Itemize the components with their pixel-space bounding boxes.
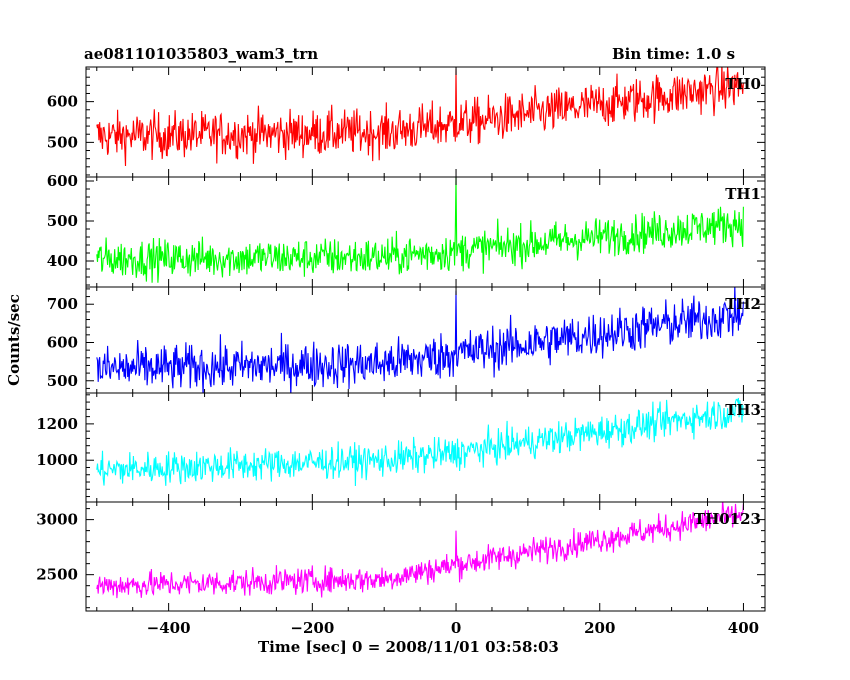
y-tick-label: 3000 xyxy=(36,511,78,529)
series-th0123 xyxy=(96,502,744,599)
panel-frame xyxy=(85,286,766,394)
y-tick-label: 1000 xyxy=(36,451,78,469)
panel-th2: 500 600 700 TH2 xyxy=(47,286,766,394)
panel-frame xyxy=(85,501,766,612)
panel-th0123: 2500 3000 TH0123 xyxy=(36,501,766,612)
x-tick-label: 400 xyxy=(728,619,759,637)
series-th2 xyxy=(96,287,744,393)
panel-label: TH1 xyxy=(725,185,761,203)
panel-label: TH2 xyxy=(725,295,761,313)
x-axis-title: Time [sec] 0 = 2008/11/01 03:58:03 xyxy=(258,638,559,656)
y-tick-label: 600 xyxy=(47,172,78,190)
bin-time-label: Bin time: 1.0 s xyxy=(612,45,736,63)
panel-label: TH3 xyxy=(725,401,761,419)
panel-th0: 500 600 TH0 xyxy=(47,66,766,178)
x-tick-label: −200 xyxy=(290,619,334,637)
y-tick-label: 400 xyxy=(47,252,78,270)
series-th0 xyxy=(96,67,744,167)
y-tick-label: 2500 xyxy=(36,566,78,584)
y-tick-label: 600 xyxy=(47,93,78,111)
y-tick-label: 500 xyxy=(47,372,78,390)
x-tick-label: −400 xyxy=(147,619,191,637)
y-tick-label: 1200 xyxy=(36,415,78,433)
y-tick-label: 500 xyxy=(47,133,78,151)
source-label: ae081101035803_wam3_trn xyxy=(84,45,319,63)
panel-label: TH0123 xyxy=(694,510,761,528)
y-tick-label: 700 xyxy=(47,295,78,313)
panel-frame xyxy=(85,392,766,503)
series-th3 xyxy=(96,397,744,487)
y-tick-label: 500 xyxy=(47,212,78,230)
y-tick-label: 600 xyxy=(47,333,78,351)
panel-th1: 400 500 600 TH1 xyxy=(47,172,766,288)
series-th1 xyxy=(96,177,744,283)
x-tick-label: 200 xyxy=(584,619,615,637)
panel-label: TH0 xyxy=(725,75,761,93)
y-axis-title: Counts/sec xyxy=(5,294,23,386)
x-tick-label: 0 xyxy=(451,619,461,637)
panel-th3: 1000 1200 TH3 xyxy=(36,392,766,503)
